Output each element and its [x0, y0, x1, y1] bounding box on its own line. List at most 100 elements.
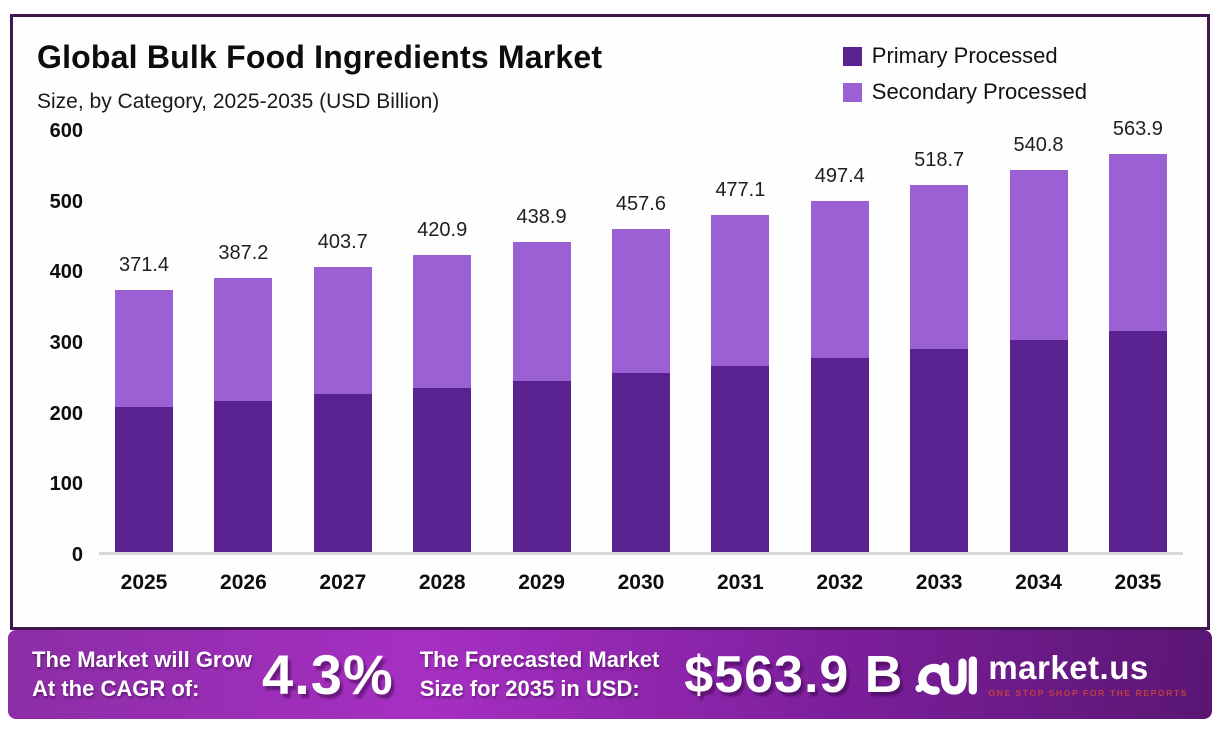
- bar-segment-primary-2025: [115, 407, 173, 552]
- cagr-value: 4.3%: [262, 643, 394, 706]
- bar-segment-primary-2034: [1009, 340, 1068, 552]
- bar-group-2034: 540.8: [1009, 131, 1068, 552]
- bar-segment-secondary-2027: [313, 266, 372, 395]
- bar-segment-secondary-2030: [611, 228, 670, 374]
- bar-segment-secondary-2025: [115, 289, 173, 408]
- bar-stack-2035: [1108, 153, 1167, 552]
- bar-group-2026: 387.2: [214, 131, 273, 552]
- bar-segment-secondary-2034: [1009, 169, 1068, 341]
- chart-header: Global Bulk Food Ingredients Market Size…: [37, 39, 1183, 115]
- legend-label-primary: Primary Processed: [871, 43, 1058, 68]
- bar-segment-secondary-2026: [214, 278, 273, 401]
- bar-segment-secondary-2028: [413, 254, 472, 388]
- bar-group-2033: 518.7: [910, 131, 969, 552]
- bar-total-label-2031: 477.1: [715, 178, 766, 201]
- bar-group-2029: 438.9: [512, 131, 571, 552]
- x-label-2025: 2025: [120, 571, 168, 594]
- cagr-label: The Market will Grow At the CAGR of:: [32, 646, 252, 703]
- legend-swatch-primary-icon: [842, 46, 862, 66]
- bar-total-label-2030: 457.6: [615, 192, 666, 215]
- bar-segment-secondary-2033: [910, 185, 969, 350]
- x-label-2030: 2030: [617, 571, 665, 594]
- legend: Primary Processed Secondary Processed: [842, 43, 1087, 115]
- bar-segment-primary-2032: [810, 357, 869, 552]
- legend-swatch-secondary-icon: [842, 82, 862, 102]
- x-label-2034: 2034: [1015, 571, 1062, 594]
- cagr-label-line1: The Market will Grow: [32, 646, 253, 672]
- forecast-value: $563.9 B: [684, 645, 904, 704]
- y-tick-600: 600: [49, 120, 83, 142]
- bar-stack-2026: [214, 278, 273, 552]
- x-label-2035: 2035: [1114, 571, 1162, 594]
- y-tick-500: 500: [49, 190, 83, 213]
- y-tick-0: 0: [71, 544, 83, 566]
- market-us-logo-icon: [915, 655, 978, 695]
- bar-stack-2034: [1009, 169, 1068, 552]
- logo-text-block: market.us ONE STOP SHOP FOR THE REPORTS: [988, 651, 1188, 698]
- title-block: Global Bulk Food Ingredients Market Size…: [37, 39, 602, 114]
- legend-item-secondary: Secondary Processed: [842, 79, 1087, 105]
- y-tick-300: 300: [49, 332, 83, 354]
- bar-total-label-2032: 497.4: [814, 164, 865, 187]
- y-axis: 0 100 200 300 400 500 600: [37, 120, 99, 566]
- bar-segment-primary-2035: [1108, 331, 1167, 552]
- plot-area: 371.4 387.2 403.7 420.9 438.9 457.6 477.1 497.4…: [99, 118, 1183, 555]
- bar-segment-primary-2030: [611, 373, 670, 552]
- x-axis: 2025 2026 2027 2028 2029 2030 2031 2032 2033 2034…: [99, 571, 1183, 595]
- y-tick-100: 100: [49, 473, 83, 496]
- forecast-label-line1: The Forecasted Market: [419, 646, 660, 672]
- bar-stack-2030: [611, 228, 670, 552]
- y-tick-200: 200: [49, 402, 83, 425]
- bar-group-2032: 497.4: [810, 131, 869, 552]
- bar-segment-primary-2026: [214, 400, 273, 552]
- forecast-label: The Forecasted Market Size for 2035 in U…: [420, 646, 660, 703]
- bar-stack-2032: [810, 200, 869, 552]
- x-label-2032: 2032: [816, 571, 864, 594]
- bar-stack-2028: [413, 254, 472, 552]
- x-label-2031: 2031: [716, 571, 764, 594]
- page-title: Global Bulk Food Ingredients Market: [37, 39, 603, 75]
- bar-total-label-2028: 420.9: [417, 218, 468, 241]
- logo-name: market.us: [988, 649, 1149, 686]
- bar-stack-2029: [512, 241, 571, 552]
- x-label-2029: 2029: [518, 571, 565, 594]
- bar-stack-2027: [313, 266, 372, 552]
- bar-total-label-2034: 540.8: [1013, 133, 1064, 156]
- bar-segment-secondary-2029: [512, 241, 571, 381]
- logo-tagline: ONE STOP SHOP FOR THE REPORTS: [988, 688, 1188, 698]
- bar-stack-2025: [115, 289, 173, 552]
- bar-group-2025: 371.4: [115, 131, 173, 552]
- chart-card: Global Bulk Food Ingredients Market Size…: [10, 14, 1210, 630]
- bar-group-2030: 457.6: [611, 131, 670, 552]
- bar-segment-primary-2027: [313, 394, 372, 552]
- footer-banner: The Market will Grow At the CAGR of: 4.3…: [8, 630, 1212, 719]
- page-subtitle: Size, by Category, 2025-2035 (USD Billio…: [37, 90, 440, 113]
- bar-segment-secondary-2031: [711, 214, 770, 366]
- bar-stack-2033: [910, 185, 969, 552]
- bar-total-label-2027: 403.7: [317, 230, 368, 253]
- bar-segment-primary-2029: [512, 380, 571, 552]
- bar-total-label-2026: 387.2: [218, 242, 269, 265]
- y-tick-400: 400: [49, 261, 83, 284]
- cagr-label-line2: At the CAGR of:: [32, 675, 200, 701]
- bar-total-label-2033: 518.7: [914, 149, 965, 172]
- x-label-2028: 2028: [418, 571, 466, 594]
- bar-group-2027: 403.7: [313, 131, 372, 552]
- bar-stack-2031: [711, 214, 770, 552]
- bar-segment-secondary-2032: [810, 200, 869, 358]
- market-us-logo: market.us ONE STOP SHOP FOR THE REPORTS: [914, 650, 1188, 700]
- bar-segment-primary-2031: [711, 365, 770, 552]
- bar-total-label-2035: 563.9: [1112, 117, 1163, 140]
- bar-group-2035: 563.9: [1108, 118, 1167, 552]
- bar-total-label-2029: 438.9: [516, 205, 567, 228]
- legend-label-secondary: Secondary Processed: [871, 79, 1087, 104]
- forecast-label-line2: Size for 2035 in USD:: [419, 675, 640, 701]
- bar-total-label-2025: 371.4: [118, 253, 170, 276]
- x-label-2033: 2033: [915, 571, 963, 594]
- x-label-2026: 2026: [220, 571, 267, 594]
- bar-segment-primary-2033: [910, 349, 969, 552]
- legend-item-primary: Primary Processed: [842, 43, 1087, 69]
- bar-group-2028: 420.9: [413, 131, 472, 552]
- stacked-bar-chart: 0 100 200 300 400 500 600 371.4 387.2 403.7 420.9…: [37, 118, 1183, 595]
